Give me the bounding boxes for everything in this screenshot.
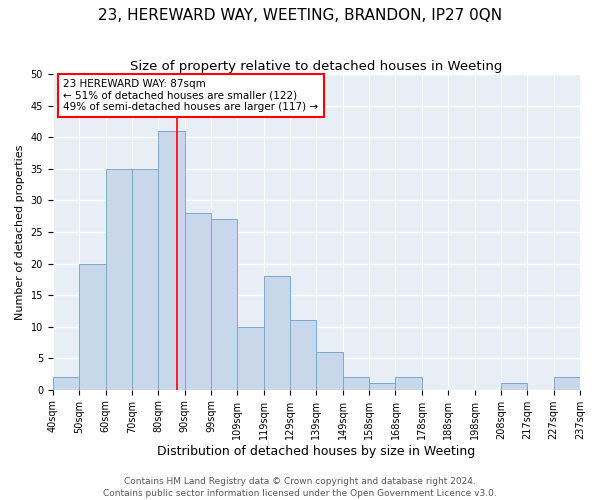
Bar	[53, 377, 79, 390]
Bar	[238, 326, 263, 390]
Bar	[132, 169, 158, 390]
Text: Contains HM Land Registry data © Crown copyright and database right 2024.
Contai: Contains HM Land Registry data © Crown c…	[103, 476, 497, 498]
Text: 23 HEREWARD WAY: 87sqm
← 51% of detached houses are smaller (122)
49% of semi-de: 23 HEREWARD WAY: 87sqm ← 51% of detached…	[64, 79, 319, 112]
Bar	[395, 377, 422, 390]
Bar	[106, 169, 132, 390]
Bar	[211, 220, 238, 390]
Bar	[185, 213, 211, 390]
Bar	[501, 384, 527, 390]
Bar	[290, 320, 316, 390]
Bar	[316, 352, 343, 390]
Bar	[343, 377, 369, 390]
X-axis label: Distribution of detached houses by size in Weeting: Distribution of detached houses by size …	[157, 444, 476, 458]
Bar	[158, 131, 185, 390]
Bar	[554, 377, 580, 390]
Bar	[79, 264, 106, 390]
Bar	[263, 276, 290, 390]
Bar	[369, 384, 395, 390]
Y-axis label: Number of detached properties: Number of detached properties	[15, 144, 25, 320]
Text: 23, HEREWARD WAY, WEETING, BRANDON, IP27 0QN: 23, HEREWARD WAY, WEETING, BRANDON, IP27…	[98, 8, 502, 22]
Title: Size of property relative to detached houses in Weeting: Size of property relative to detached ho…	[130, 60, 503, 73]
